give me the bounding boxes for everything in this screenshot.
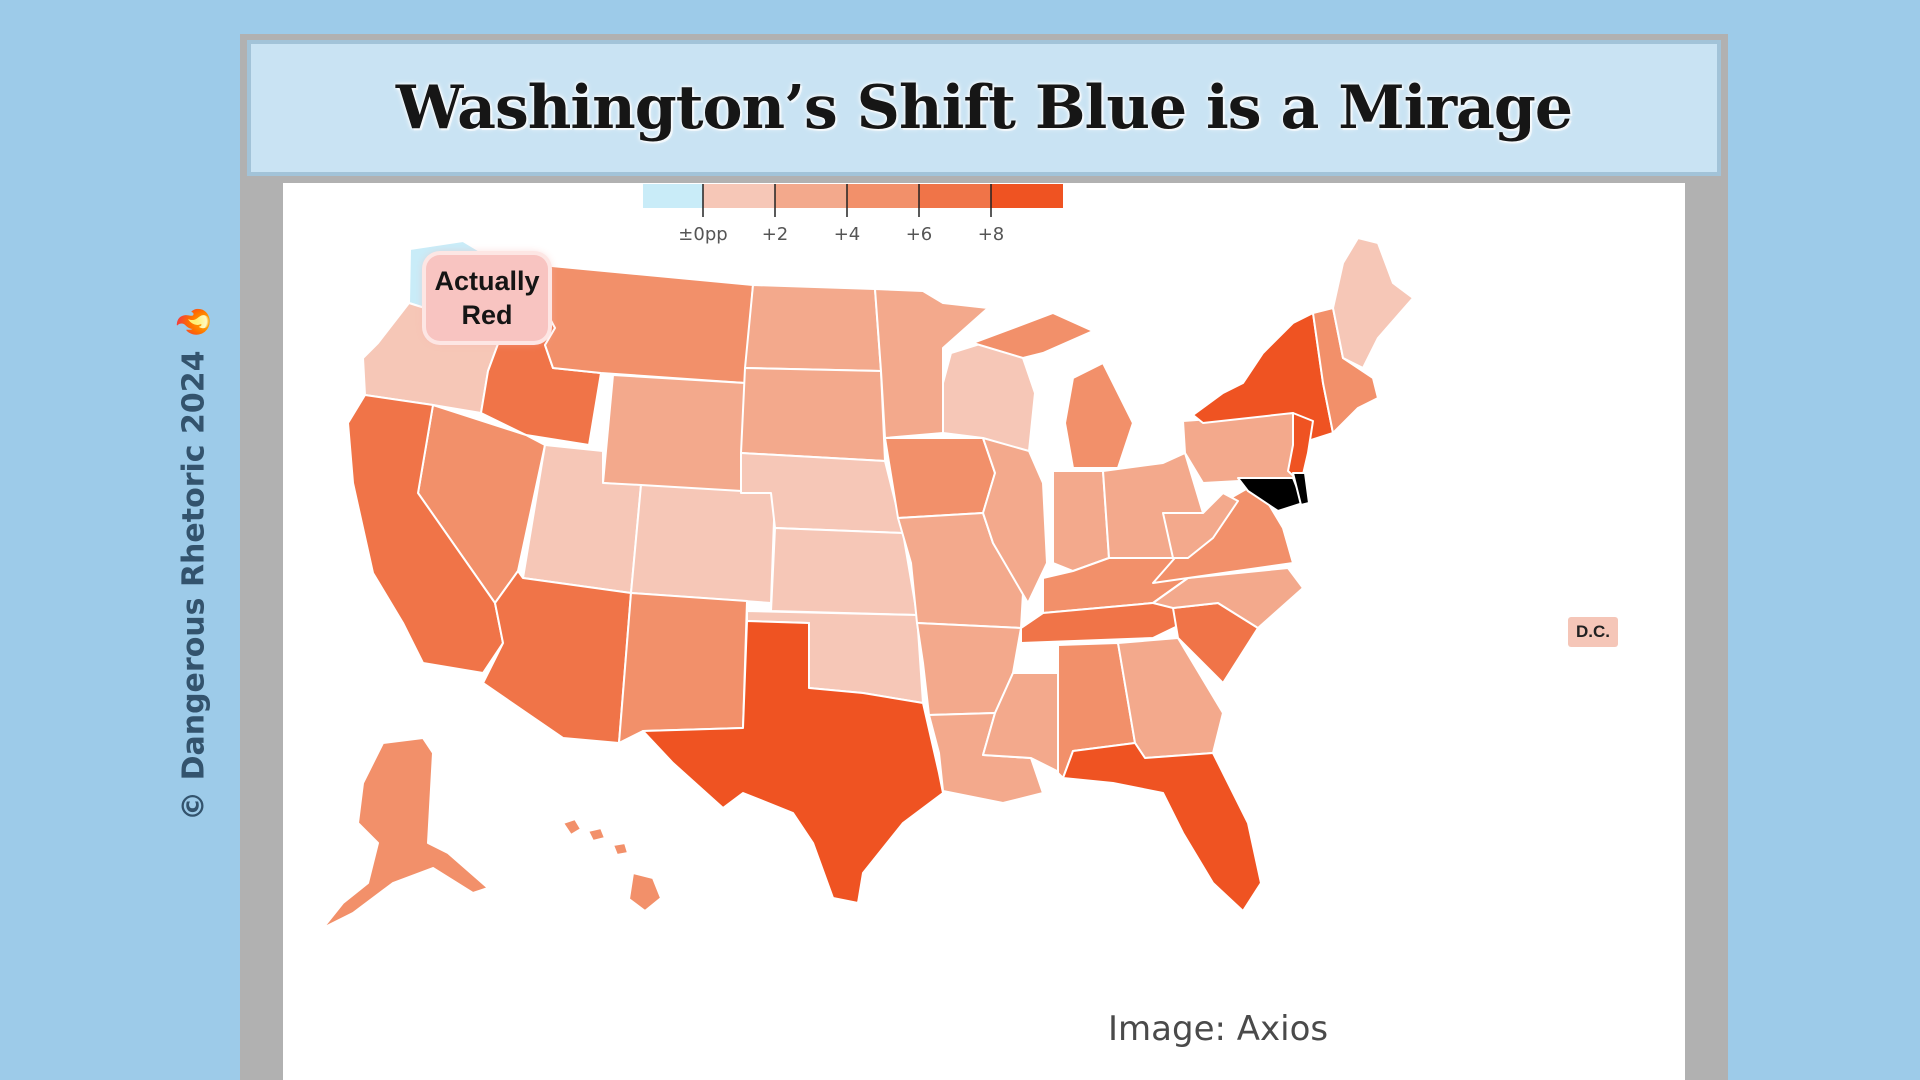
legend-swatch-3 xyxy=(847,184,919,208)
state-CA xyxy=(347,394,504,674)
page-title: Washington’s Shift Blue is a Mirage xyxy=(395,73,1573,143)
state-DE xyxy=(1292,472,1310,506)
state-PA xyxy=(1182,412,1302,484)
state-MN xyxy=(874,288,989,439)
flame-icon: 🔥 xyxy=(176,303,212,341)
state-WV xyxy=(1162,492,1239,559)
state-WI xyxy=(942,342,1036,454)
state-ND xyxy=(744,284,882,372)
state-AK xyxy=(322,737,489,929)
image-credit: Image: Axios xyxy=(1108,1009,1329,1049)
legend: ±0pp +2 +4 +6 +8 xyxy=(643,184,1063,245)
state-CO xyxy=(630,484,776,604)
map-panel: ±0pp +2 +4 +6 +8 xyxy=(283,183,1685,1080)
legend-swatch-4 xyxy=(919,184,991,208)
legend-tick-2: +2 xyxy=(762,224,789,245)
legend-tick-0: ±0pp xyxy=(678,224,727,245)
state-MD xyxy=(1237,477,1304,512)
legend-tick-4: +4 xyxy=(834,224,861,245)
legend-swatch-1 xyxy=(703,184,775,208)
states xyxy=(322,237,1414,929)
state-AZ xyxy=(482,570,632,744)
legend-swatch-5 xyxy=(991,184,1063,208)
copyright-watermark: © Dangerous Rhetoric 2024 🔥 xyxy=(177,303,212,821)
state-SD xyxy=(740,367,886,462)
state-TX xyxy=(642,620,944,904)
state-MT xyxy=(538,264,754,384)
watermark-text: © Dangerous Rhetoric 2024 xyxy=(176,350,212,821)
washington-callout: Actually Red xyxy=(426,255,548,341)
state-IL xyxy=(982,437,1048,604)
state-HI xyxy=(562,818,662,912)
legend-tick-6: +6 xyxy=(906,224,933,245)
state-IA xyxy=(884,437,996,519)
state-WY xyxy=(602,374,746,494)
state-IN xyxy=(1052,470,1110,572)
state-ME xyxy=(1332,237,1414,369)
state-KS xyxy=(770,527,918,616)
title-banner: Washington’s Shift Blue is a Mirage xyxy=(247,40,1721,176)
state-FL xyxy=(1062,742,1262,912)
legend-swatch-2 xyxy=(775,184,847,208)
legend-tick-8: +8 xyxy=(978,224,1005,245)
state-NM xyxy=(618,592,748,744)
legend-swatch-blue xyxy=(643,184,703,208)
dc-label: D.C. xyxy=(1568,617,1618,647)
